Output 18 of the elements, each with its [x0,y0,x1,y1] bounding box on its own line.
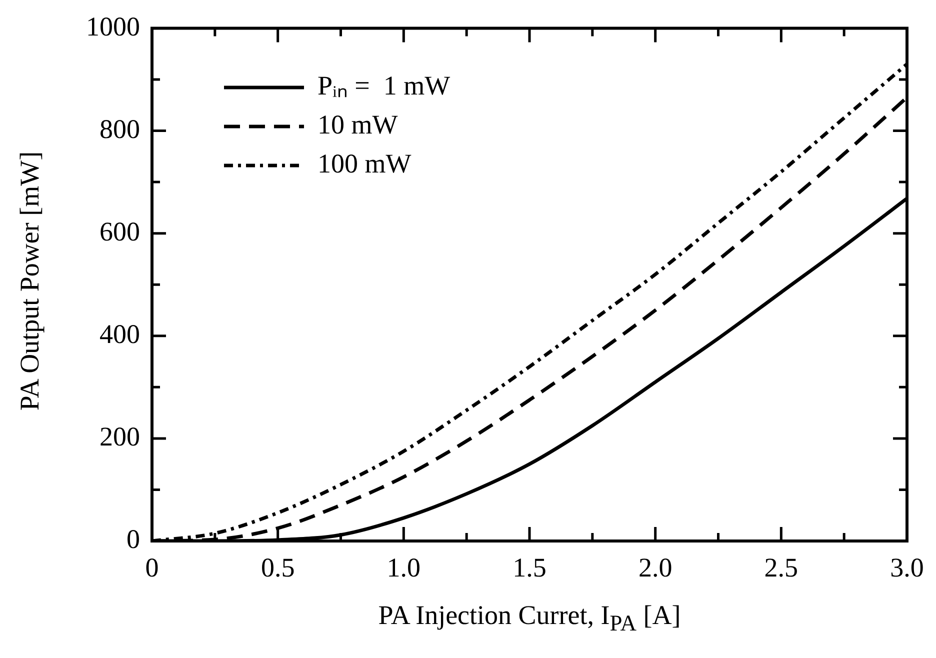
x-tick-label: 0 [145,552,159,582]
legend-label: 100 mW [318,148,412,179]
legend-label: Pᵢₙ = 1 mW [318,70,451,101]
y-tick-label: 1000 [86,11,140,42]
x-tick-label: 1.0 [386,552,421,582]
legend-label: 10 mW [318,110,398,140]
x-tick-label: 0.5 [260,552,295,582]
y-tick-label: 800 [100,114,140,144]
y-tick-label: 400 [100,318,140,349]
x-axis-title: PA Injection Curret, I$_{PA}$ [A] [377,600,682,636]
x-tick-label: 1.5 [512,552,546,582]
y-tick-label: 600 [100,216,140,246]
x-tick-label: 2.5 [764,552,798,582]
x-tick-label: 3.0 [890,552,924,582]
y-axis-title: PA Output Power [mW] [14,150,46,410]
y-tick-label: 200 [100,422,140,452]
x-tick-label: 2.0 [638,552,672,582]
y-tick-label: 0 [126,524,140,554]
